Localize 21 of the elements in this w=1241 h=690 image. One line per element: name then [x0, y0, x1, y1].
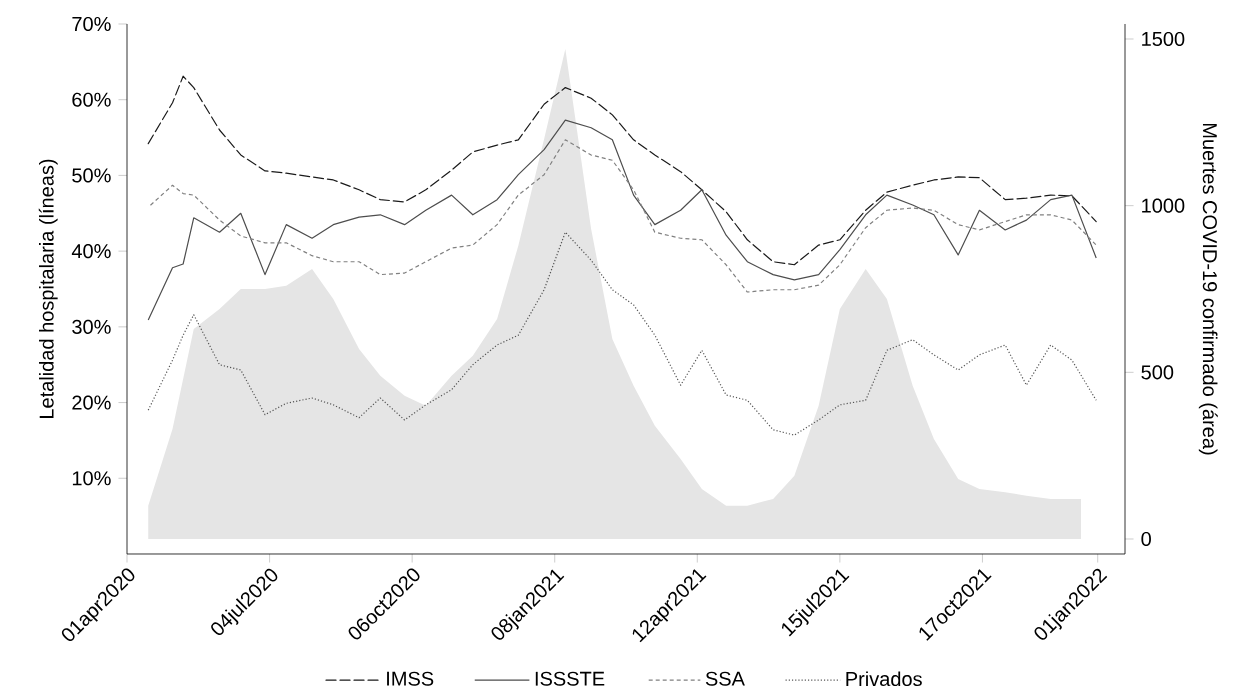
- legend-label: ISSSTE: [535, 671, 605, 686]
- legend-label: Privados: [846, 671, 922, 687]
- legend-label: IMSS: [387, 671, 434, 686]
- line-series: [147, 75, 1097, 266]
- y2-tick-label: 1500: [1142, 31, 1185, 47]
- y2-tick-label: 0: [1141, 531, 1151, 547]
- y-tick-label: 40%: [71, 244, 111, 259]
- y2-tick-label: 500: [1141, 365, 1174, 380]
- y-tick-label: 30%: [72, 319, 111, 334]
- line-series: [147, 139, 1097, 293]
- y-tick-label: 60%: [72, 92, 111, 107]
- y2-tick-label: 1000: [1142, 198, 1185, 213]
- y-tick-label: 20%: [72, 395, 111, 410]
- legend-label: SSA: [705, 671, 745, 686]
- line-series: [147, 119, 1097, 321]
- y-axis-title: Letalidad hospitalaria (líneas): [38, 159, 58, 418]
- y2-axis-title: Muertes COVID-19 confirmado (área): [1198, 123, 1218, 455]
- y-tick-label: 50%: [72, 168, 111, 183]
- line-series: [147, 231, 1097, 436]
- y-tick-label: 10%: [72, 471, 111, 486]
- y-tick-label: 70%: [72, 16, 111, 32]
